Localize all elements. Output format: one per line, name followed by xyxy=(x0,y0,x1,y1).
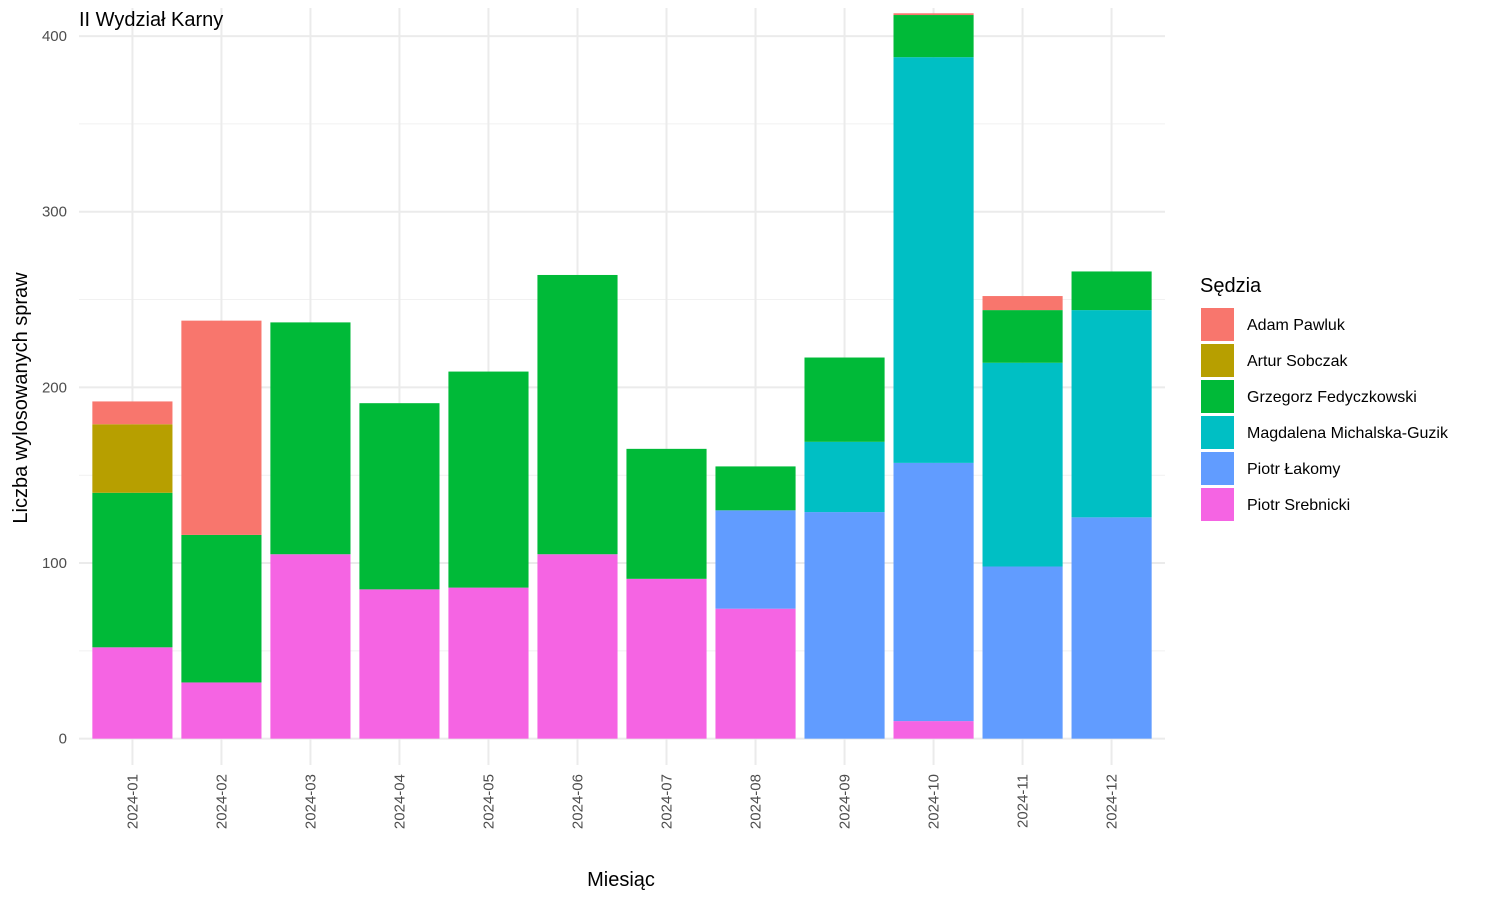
legend-swatch xyxy=(1201,344,1234,377)
legend-label: Piotr Łakomy xyxy=(1247,461,1340,478)
x-tick-label: 2024-05 xyxy=(480,774,497,829)
legend-swatch xyxy=(1201,488,1234,521)
bar-segment xyxy=(448,371,529,588)
legend-swatch xyxy=(1201,416,1234,449)
bar-segment xyxy=(537,554,618,739)
bar-segment xyxy=(1071,517,1152,739)
bar-segment xyxy=(626,578,707,739)
bar-segment xyxy=(893,15,974,58)
legend-label: Magdalena Michalska-Guzik xyxy=(1247,425,1449,442)
x-tick-label: 2024-11 xyxy=(1015,774,1032,828)
bar-segment xyxy=(92,647,173,739)
legend-swatch xyxy=(1201,308,1234,341)
bar-segment xyxy=(359,589,440,739)
legend-label: Adam Pawluk xyxy=(1247,317,1346,334)
bar-segment xyxy=(626,448,707,579)
bar-segment xyxy=(1071,271,1152,311)
legend-swatch xyxy=(1201,380,1234,413)
bar-segment xyxy=(359,403,440,590)
y-tick-label: 400 xyxy=(42,28,67,45)
bar-segment xyxy=(893,13,974,16)
legend-label: Artur Sobczak xyxy=(1247,353,1348,370)
bar-segment xyxy=(92,492,173,648)
bar-segment xyxy=(982,362,1063,567)
bar-segment xyxy=(893,57,974,463)
x-tick-label: 2024-02 xyxy=(213,774,230,829)
bar-segment xyxy=(270,554,351,739)
y-tick-label: 100 xyxy=(42,555,67,572)
bar-segment xyxy=(715,466,796,511)
bar-segment xyxy=(982,566,1063,739)
x-tick-labels: 2024-01 2024-02 2024-03 2024-04 2024-05 2024-… xyxy=(124,774,1120,829)
legend-swatch xyxy=(1201,452,1234,485)
bar-segment xyxy=(537,274,618,555)
legend: Sędzia Adam Pawluk Artur Sobczak Grzegorz … xyxy=(1200,275,1449,521)
x-tick-label: 2024-04 xyxy=(391,774,408,829)
bar-segment xyxy=(181,320,262,535)
bar-segment xyxy=(181,682,262,739)
legend-title: Sędzia xyxy=(1200,275,1262,297)
bar-segment xyxy=(893,721,974,739)
x-tick-label: 2024-08 xyxy=(748,774,765,829)
bar-segment xyxy=(982,296,1063,311)
bar-segment xyxy=(1071,310,1152,518)
x-tick-label: 2024-01 xyxy=(124,774,141,829)
legend-label: Grzegorz Fedyczkowski xyxy=(1247,389,1417,406)
bar-segment xyxy=(804,441,885,513)
bar-segment xyxy=(715,510,796,609)
x-tick-label: 2024-10 xyxy=(926,774,943,829)
bar-segment xyxy=(893,462,974,722)
legend-label: Piotr Srebnicki xyxy=(1247,497,1350,514)
bar-segment xyxy=(448,587,529,739)
chart-title: II Wydział Karny xyxy=(79,9,223,31)
bar-segment xyxy=(982,310,1063,363)
x-tick-label: 2024-09 xyxy=(837,774,854,829)
bar-segment xyxy=(181,534,262,683)
x-tick-label: 2024-12 xyxy=(1104,774,1121,829)
bars xyxy=(92,13,1152,739)
x-tick-label: 2024-03 xyxy=(302,774,319,829)
bar-segment xyxy=(804,512,885,739)
bar-segment xyxy=(92,401,173,425)
bar-segment xyxy=(804,357,885,442)
bar-segment xyxy=(92,424,173,493)
y-tick-label: 0 xyxy=(59,731,67,748)
x-tick-label: 2024-07 xyxy=(659,774,676,829)
y-tick-label: 300 xyxy=(42,204,67,221)
y-tick-labels: 0 100 200 300 400 xyxy=(42,28,67,748)
x-axis-title: Miesiąc xyxy=(587,869,655,891)
x-tick-label: 2024-06 xyxy=(569,774,586,829)
bar-segment xyxy=(715,608,796,739)
y-axis-title: Liczba wylosowanych spraw xyxy=(10,272,32,524)
y-tick-label: 200 xyxy=(42,379,67,396)
bar-segment xyxy=(270,322,351,555)
